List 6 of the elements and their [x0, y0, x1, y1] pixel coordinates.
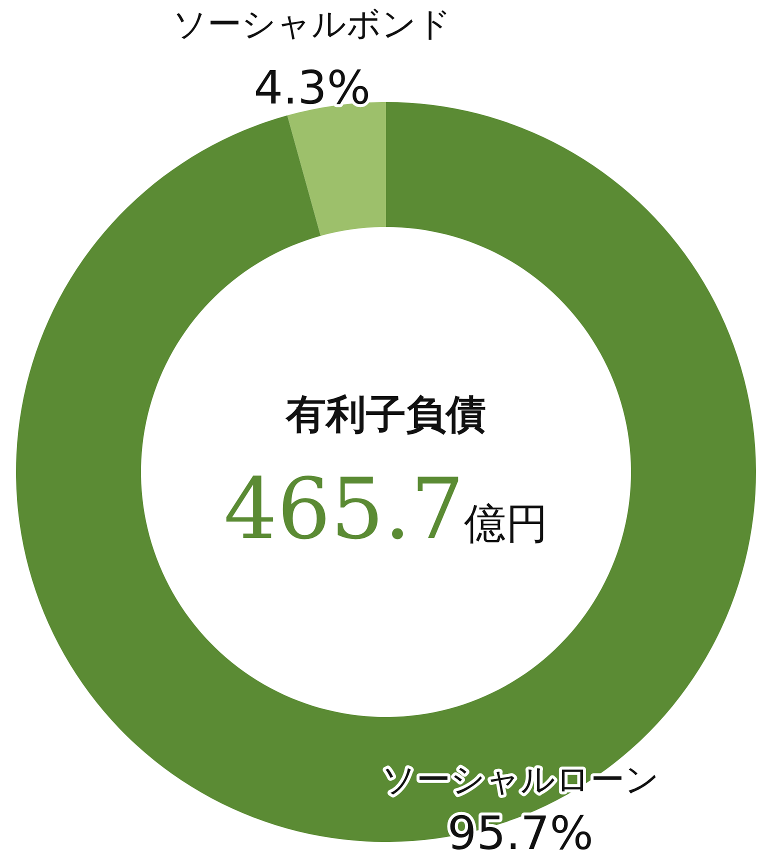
text: 有利子負債: [285, 392, 486, 438]
slice-label: ソーシャルボンド: [172, 4, 452, 45]
data-label: 95.7%: [447, 806, 594, 858]
text: 465.7億円: [224, 460, 548, 558]
slice-label: ソーシャルローン: [381, 760, 660, 800]
data-label: 4.3%: [254, 60, 371, 115]
